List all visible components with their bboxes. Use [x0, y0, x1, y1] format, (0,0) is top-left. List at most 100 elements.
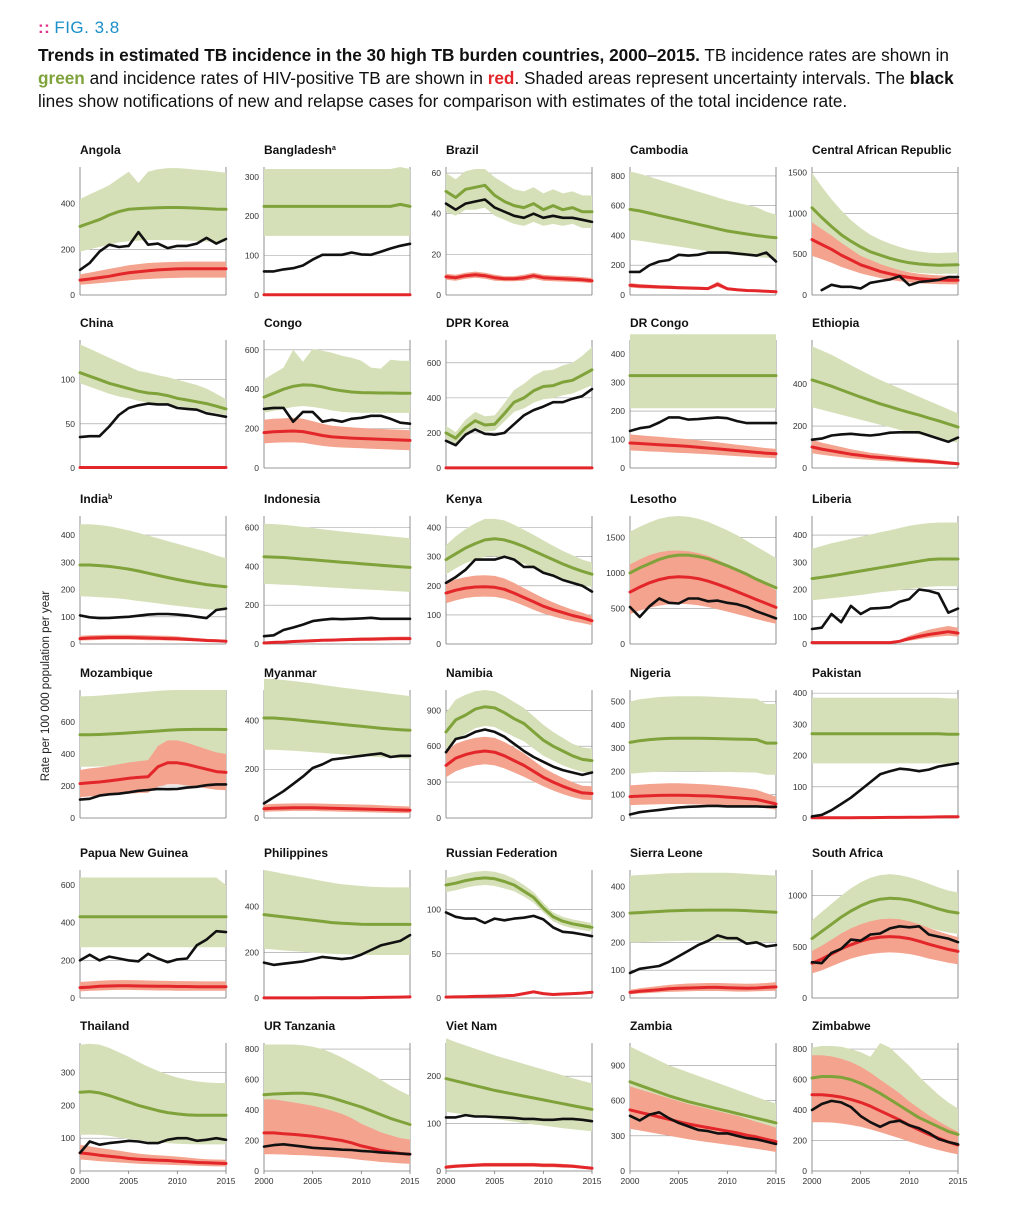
notification-line — [262, 752, 412, 805]
hiv-incidence-band — [264, 417, 410, 451]
y-tick-label: 200 — [611, 406, 625, 416]
notification-line — [810, 431, 960, 444]
hiv-incidence-line — [628, 282, 778, 294]
y-tick-label: 1000 — [788, 208, 807, 218]
hiv-incidence-line — [444, 749, 594, 795]
total-incidence-band — [630, 171, 776, 259]
y-tick-label: 400 — [427, 523, 441, 533]
x-tick-label: 2010 — [534, 1176, 553, 1186]
total-incidence-line — [810, 206, 960, 267]
total-incidence-line — [810, 896, 960, 941]
y-tick-label: 0 — [802, 463, 807, 473]
y-tick-label: 0 — [620, 290, 625, 300]
y-tick-label: 0 — [254, 1166, 259, 1176]
y-tick-label: 100 — [427, 1119, 441, 1129]
notification-line — [444, 728, 594, 777]
y-tick-label: 0 — [802, 1166, 807, 1176]
panel-kenya: Kenya 0 100 200 300 400 — [427, 492, 594, 649]
x-tick-label: 2010 — [168, 1176, 187, 1186]
x-tick-label: 2005 — [303, 1176, 322, 1186]
total-incidence-line — [262, 383, 412, 399]
notification-line — [262, 933, 412, 967]
panel-indonesia: Indonesia 0 200 400 600 — [245, 492, 412, 649]
hiv-incidence-line — [444, 585, 594, 623]
notification-line — [628, 251, 778, 274]
notification-line — [810, 762, 960, 818]
total-incidence-line — [262, 202, 412, 208]
panel-central-african-republic: Central African Republic 0 500 1000 1500 — [788, 143, 960, 300]
total-incidence-band — [446, 518, 592, 588]
y-tick-label: 300 — [427, 552, 441, 562]
hiv-incidence-line — [262, 995, 412, 1000]
total-incidence-band — [80, 877, 226, 948]
y-tick-label: 300 — [793, 557, 807, 567]
notification-line — [810, 588, 960, 631]
figure-label: :: FIG. 3.8 — [38, 18, 120, 38]
panel-sierra-leone: Sierra Leone 0 100 200 300 400 — [611, 846, 778, 1003]
y-tick-label: 0 — [802, 639, 807, 649]
total-incidence-band — [264, 348, 410, 413]
total-incidence-band — [80, 168, 226, 252]
panel-title: Central African Republic — [812, 143, 952, 157]
panel-title: Thailand — [80, 1019, 129, 1033]
panel-russian-federation: Russian Federation 0 50 100 — [427, 846, 594, 1003]
y-tick-label: 400 — [793, 379, 807, 389]
total-incidence-line — [444, 368, 594, 440]
total-incidence-band — [80, 344, 226, 415]
total-incidence-line — [628, 908, 778, 915]
y-tick-label: 200 — [61, 585, 75, 595]
panel-title: Kenya — [446, 492, 482, 506]
panel-title: Sierra Leone — [630, 846, 703, 860]
y-tick-label: 200 — [793, 1136, 807, 1146]
y-tick-label: 400 — [61, 749, 75, 759]
hiv-incidence-line — [810, 445, 960, 466]
y-tick-label: 400 — [793, 688, 807, 698]
y-tick-label: 600 — [427, 358, 441, 368]
notification-line — [444, 387, 594, 447]
x-tick-label: 2005 — [851, 1176, 870, 1186]
x-tick-label: 2005 — [669, 1176, 688, 1186]
y-tick-label: 200 — [427, 581, 441, 591]
panel-zimbabwe: Zimbabwe 0 200 400 600 800 2000 2005 2010 2015 — [793, 1019, 968, 1186]
y-tick-label: 100 — [611, 965, 625, 975]
panel-angola: Angola 0 200 400 — [61, 143, 228, 300]
x-tick-label: 2010 — [900, 1176, 919, 1186]
hiv-incidence-line — [628, 441, 778, 456]
panel-title: Nigeria — [630, 666, 671, 680]
y-tick-label: 600 — [245, 345, 259, 355]
y-tick-label: 200 — [245, 764, 259, 774]
total-incidence-band — [812, 697, 958, 764]
panel-namibia: Namibia 0 300 600 900 — [427, 666, 594, 823]
x-tick-label: 2005 — [119, 1176, 138, 1186]
panel-title-footnote: b — [108, 494, 112, 501]
hiv-incidence-band — [80, 740, 226, 798]
x-tick-label: 2000 — [621, 1176, 640, 1186]
hiv-incidence-line — [628, 793, 778, 806]
panel-title: Bangladesha — [264, 143, 336, 157]
total-incidence-band — [264, 679, 410, 759]
y-tick-label: 400 — [611, 230, 625, 240]
caption-text-1: TB incidence rates are shown in — [704, 45, 949, 65]
y-tick-label: 100 — [611, 790, 625, 800]
total-incidence-band — [446, 1038, 592, 1132]
panel-title-footnote: a — [332, 145, 336, 152]
total-incidence-band — [630, 334, 776, 409]
y-tick-label: 0 — [802, 813, 807, 823]
hiv-incidence-line — [810, 630, 960, 645]
y-tick-label: 800 — [793, 1044, 807, 1054]
y-tick-label: 200 — [611, 766, 625, 776]
hiv-incidence-band — [812, 439, 958, 466]
y-tick-label: 200 — [611, 937, 625, 947]
notification-line — [262, 242, 412, 273]
y-tick-label: 800 — [611, 171, 625, 181]
x-tick-label: 2015 — [767, 1176, 786, 1186]
y-tick-label: 300 — [611, 378, 625, 388]
y-tick-label: 0 — [436, 463, 441, 473]
total-incidence-line — [262, 716, 412, 732]
y-tick-label: 0 — [70, 993, 75, 1003]
y-tick-label: 60 — [432, 168, 442, 178]
figure-number: FIG. 3.8 — [54, 18, 120, 37]
panel-title: Congo — [264, 316, 302, 330]
y-tick-label: 0 — [254, 639, 259, 649]
total-incidence-line — [444, 705, 594, 763]
